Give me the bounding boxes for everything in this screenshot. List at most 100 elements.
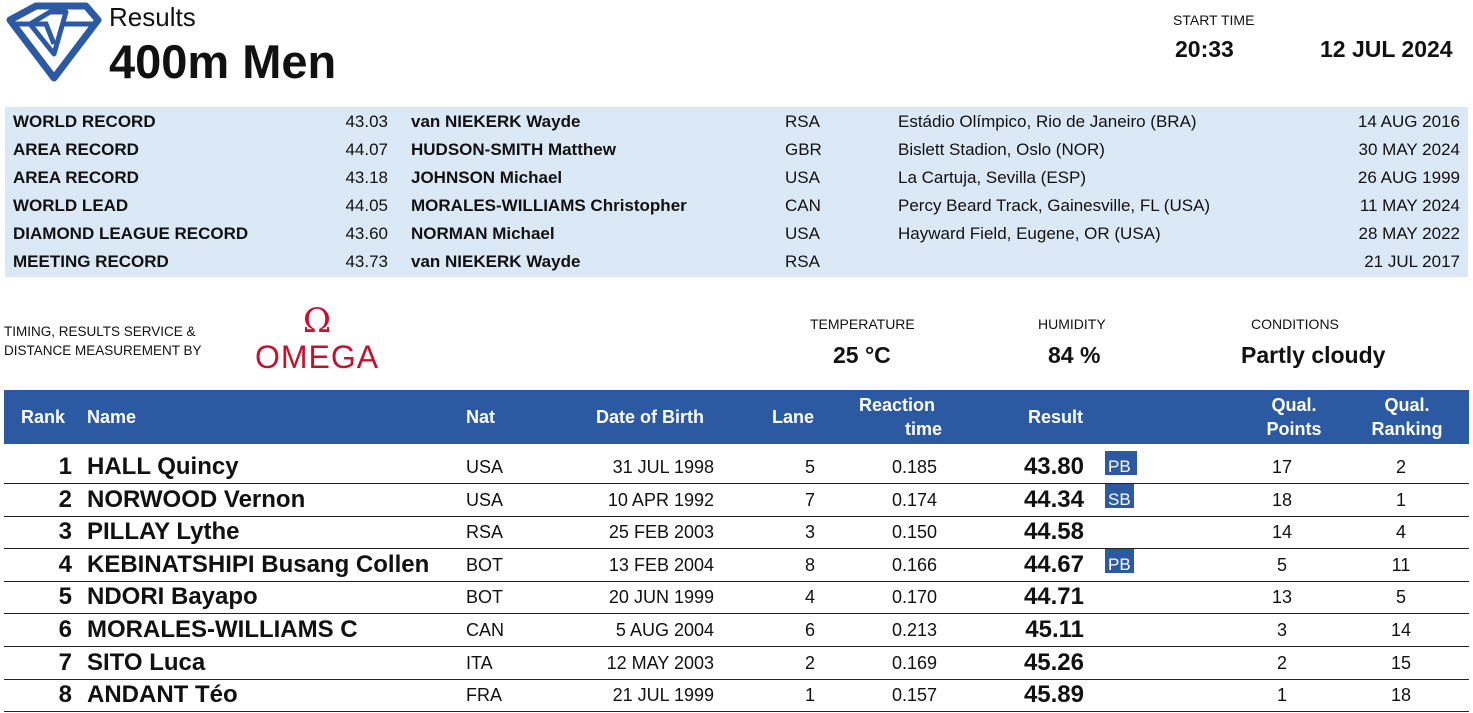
athlete-name: KEBINATSHIPI Busang Collen [87, 550, 430, 578]
date-of-birth-cell: 13 FEB 2004 [608, 554, 714, 575]
col-lane: Lane [772, 407, 815, 427]
qual-ranking-cell: 1 [1395, 489, 1406, 510]
record-row: AREA RECORD 44.07 HUDSON-SMITH Matthew GBR B… [5, 136, 1468, 164]
result-cell: 44.67 [1023, 550, 1084, 578]
rank-cell: 1 [58, 453, 72, 480]
record-type: WORLD RECORD [13, 112, 156, 131]
sponsor-line-2: DISTANCE MEASUREMENT BY [4, 343, 202, 358]
record-row: AREA RECORD 43.18 JOHNSON Michael USA La Car… [5, 164, 1468, 192]
col-qual-ranking-line1: Qual. [1384, 395, 1430, 415]
date-of-birth-cell: 31 JUL 1998 [612, 457, 714, 477]
rank-cell: 7 [58, 648, 72, 676]
result-cell: 43.80 [1023, 453, 1084, 480]
reaction-time-cell: 0.169 [891, 652, 937, 673]
nationality-cell: USA [466, 489, 504, 510]
result-cell: 44.34 [1023, 485, 1084, 513]
lane-cell: 1 [804, 685, 815, 706]
reaction-time-cell: 0.157 [891, 685, 937, 706]
athlete-name: SITO Luca [87, 648, 206, 676]
record-type: WORLD LEAD [13, 196, 129, 215]
qual-ranking-cell: 5 [1395, 587, 1406, 608]
col-name: Name [87, 407, 137, 427]
record-nat: USA [785, 224, 820, 243]
result-cell: 45.89 [1023, 681, 1084, 709]
table-row: 5 NDORI Bayapo BOT 20 JUN 1999 4 0.170 44.71 13… [4, 581, 1469, 615]
reaction-time-cell: 0.170 [891, 587, 937, 608]
record-date: 26 AUG 1999 [1357, 168, 1460, 187]
qual-points-cell: 18 [1271, 489, 1293, 510]
qual-ranking-cell: 14 [1390, 620, 1412, 640]
reaction-time-cell: 0.213 [891, 620, 937, 640]
record-holder: NORMAN Michael [411, 224, 555, 243]
col-nat: Nat [466, 407, 496, 427]
athlete-name: NDORI Bayapo [87, 583, 258, 611]
table-row: 2 NORWOOD Vernon USA 10 APR 1992 7 0.174 44.34… [4, 483, 1469, 517]
record-badge: SB [1105, 483, 1134, 509]
results-label: Results [109, 2, 196, 32]
start-time: 20:33 [1175, 36, 1234, 62]
qual-points-cell: 5 [1276, 554, 1287, 575]
qual-points-cell: 2 [1276, 652, 1287, 673]
qual-ranking-cell: 11 [1391, 554, 1411, 575]
rank-cell: 8 [58, 681, 72, 709]
athlete-name: HALL Quincy [87, 453, 239, 480]
rank-cell: 3 [58, 518, 72, 546]
record-time: 44.05 [345, 196, 388, 215]
lane-cell: 2 [804, 652, 815, 673]
qual-points-cell: 14 [1271, 522, 1293, 543]
humidity-label: HUMIDITY [1038, 316, 1106, 332]
qual-points-cell: 1 [1276, 685, 1287, 706]
omega-symbol-icon: Ω [302, 301, 332, 341]
record-time: 43.03 [345, 112, 388, 131]
record-date: 30 MAY 2024 [1358, 140, 1460, 159]
record-holder: van NIEKERK Wayde [411, 112, 581, 131]
table-row: 6 MORALES-WILLIAMS C CAN 5 AUG 2004 6 0.213 45… [4, 614, 1469, 647]
record-row: WORLD LEAD 44.05 MORALES-WILLIAMS Christop… [5, 192, 1468, 220]
record-type: DIAMOND LEAGUE RECORD [13, 224, 249, 243]
table-row: 4 KEBINATSHIPI Busang Collen BOT 13 FEB 200… [4, 548, 1469, 582]
athlete-name: ANDANT Téo [87, 681, 238, 709]
qual-ranking-cell: 15 [1390, 652, 1412, 673]
nationality-cell: USA [466, 457, 504, 477]
record-venue: Bislett Stadion, Oslo (NOR) [898, 140, 1105, 159]
record-row: DIAMOND LEAGUE RECORD 43.60 NORMAN Michael… [5, 220, 1468, 248]
record-nat: RSA [785, 112, 820, 131]
event-date: 12 JUL 2024 [1320, 36, 1453, 62]
records-panel: WORLD RECORD 43.03 van NIEKERK Wayde RSA Est… [5, 107, 1468, 277]
start-time-label: START TIME [1173, 12, 1255, 28]
timing-sponsor-text: TIMING, RESULTS SERVICE & DISTANCE MEASU… [4, 322, 224, 360]
record-time: 43.60 [345, 224, 388, 243]
rank-cell: 5 [58, 583, 72, 611]
rank-cell: 4 [58, 550, 72, 578]
lane-cell: 7 [804, 489, 815, 510]
temperature-label: TEMPERATURE [810, 316, 915, 332]
table-row: 3 PILLAY Lythe RSA 25 FEB 2003 3 0.150 44.58 14… [4, 516, 1469, 550]
record-nat: GBR [785, 140, 822, 159]
record-date: 11 MAY 2024 [1359, 196, 1460, 215]
record-date: 21 JUL 2017 [1364, 252, 1460, 271]
humidity-value: 84 % [1048, 342, 1101, 368]
omega-wordmark: OMEGA [254, 339, 380, 375]
result-cell: 44.58 [1023, 518, 1084, 546]
reaction-time-cell: 0.185 [891, 457, 937, 477]
col-qual-points-line2: Points [1266, 419, 1322, 439]
result-cell: 44.71 [1023, 583, 1084, 611]
lane-cell: 4 [804, 587, 815, 608]
record-venue: La Cartuja, Sevilla (ESP) [898, 168, 1087, 187]
col-reaction-line2: time [904, 419, 942, 439]
nationality-cell: ITA [466, 652, 493, 673]
record-row: WORLD RECORD 43.03 van NIEKERK Wayde RSA Est… [5, 108, 1468, 136]
col-result: Result [1028, 407, 1084, 427]
lane-cell: 6 [804, 620, 815, 640]
table-row: 7 SITO Luca ITA 12 MAY 2003 2 0.169 45.26 2 15 [4, 647, 1469, 680]
diamond-league-logo-icon [6, 2, 102, 82]
col-qual-points-line1: Qual. [1271, 395, 1317, 415]
conditions-label: CONDITIONS [1251, 316, 1339, 332]
date-of-birth-cell: 10 APR 1992 [607, 489, 714, 510]
record-time: 43.73 [345, 252, 388, 271]
record-nat: CAN [785, 196, 821, 215]
col-qual-ranking-line2: Ranking [1371, 419, 1443, 439]
qual-points-cell: 3 [1276, 620, 1287, 640]
record-venue: Percy Beard Track, Gainesville, FL (USA) [898, 196, 1211, 215]
